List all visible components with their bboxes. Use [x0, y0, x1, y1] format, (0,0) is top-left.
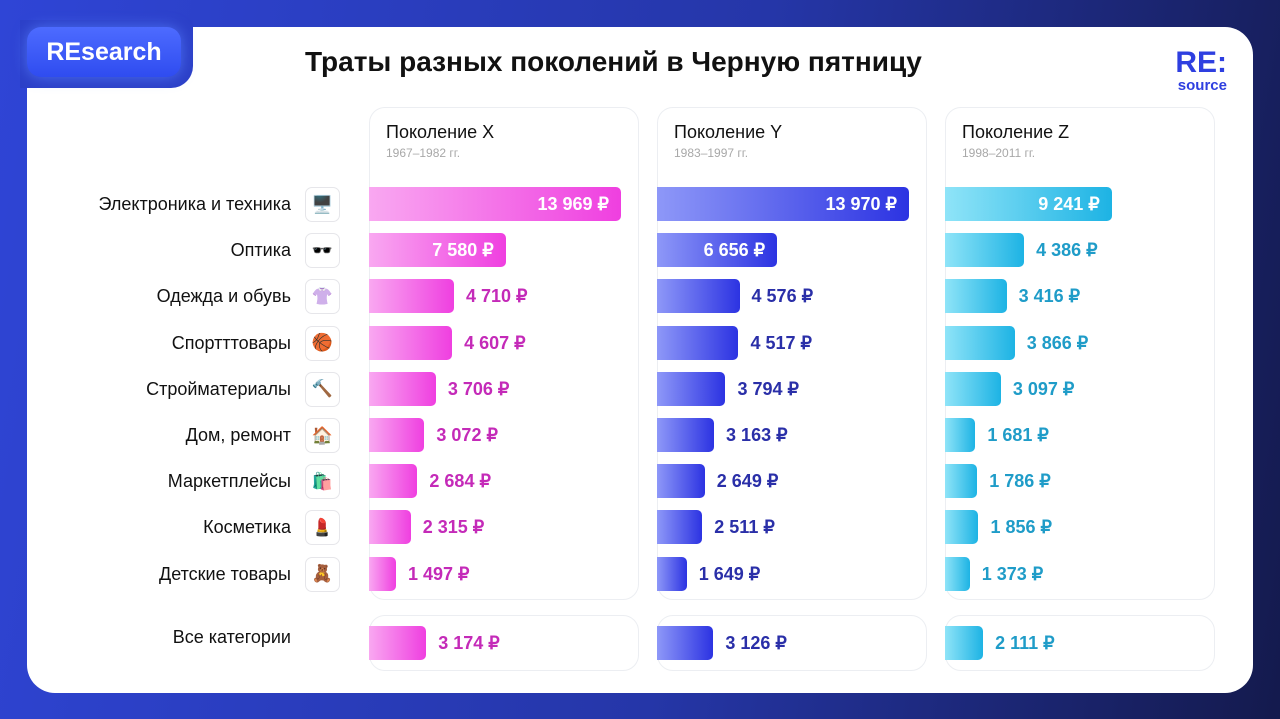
glasses-icon: 🕶️: [305, 233, 340, 269]
generation-name: Поколение Y: [674, 122, 783, 142]
panel-header: Поколение Z 1998–2011 гг.: [962, 122, 1069, 160]
bar-X-4-label: 3 706 ₽: [447, 378, 510, 399]
bar-Y-5-label: 3 163 ₽: [726, 425, 788, 445]
bar-Z-6: [945, 464, 978, 499]
bar-Z-1: [945, 233, 1025, 268]
bar-Y-4: [657, 371, 726, 406]
bar-X-2: [369, 279, 454, 314]
bar-X-0: [369, 187, 621, 221]
bar-Z-6-label: 1 786 ₽: [989, 471, 1051, 492]
blouse-icon: 👚: [305, 279, 340, 315]
bar-Z-3-label: 3 866 ₽: [1026, 332, 1089, 353]
bar-Z-8: [945, 556, 970, 591]
category-label: Дом, ремонт: [185, 425, 291, 445]
generation-name: Поколение X: [386, 122, 495, 142]
panel-header: Поколение Y 1983–1997 гг.: [674, 122, 782, 160]
bar-Y-1-label: 6 656 ₽: [703, 240, 766, 261]
total-bar-Z: [945, 626, 984, 660]
bar-Z-0-label: 9 241 ₽: [1038, 194, 1100, 214]
bar-X-0-label: 13 969 ₽: [537, 194, 609, 214]
resource-brand-logo: RE: source: [1175, 46, 1227, 94]
bar-Z-4-label: 3 097 ₽: [1012, 378, 1075, 399]
bar-X-8: [369, 556, 396, 591]
category-label: Оптика: [230, 240, 291, 261]
bar-Y-2: [657, 279, 740, 314]
total-bar-X-label: 3 174 ₽: [438, 633, 500, 653]
bar-Y-6-label: 2 649 ₽: [716, 471, 779, 492]
bar-Y-7: [657, 510, 703, 545]
bar-X-1-label: 7 580 ₽: [432, 240, 494, 261]
bar-X-6-label: 2 684 ₽: [429, 471, 491, 492]
category-label: Электроника и техника: [98, 194, 291, 214]
brand-big: RE:: [1175, 46, 1227, 79]
bar-Y-8-label: 1 649 ₽: [698, 563, 761, 584]
generation-years: 1967–1982 гг.: [386, 146, 461, 160]
total-bar-Y: [657, 626, 714, 660]
category-label: Спортттовары: [171, 332, 291, 353]
category-label: Стройматериалы: [146, 378, 291, 399]
bar-Y-4-label: 3 794 ₽: [737, 378, 799, 399]
bar-Z-0: [945, 187, 1112, 221]
category-label: Косметика: [203, 517, 291, 538]
bar-Y-0: [657, 187, 909, 221]
bar-X-5: [369, 418, 425, 452]
bar-Y-7-label: 2 511 ₽: [714, 517, 775, 538]
total-bar-Y-label: 3 126 ₽: [725, 633, 787, 653]
panel-header: Поколение X 1967–1982 гг.: [386, 122, 494, 160]
desktop-computer-icon: 🖥️: [305, 187, 340, 222]
bar-Y-2-label: 4 576 ₽: [751, 286, 814, 307]
bar-Z-2: [945, 279, 1007, 314]
total-category-label: Все категории: [172, 627, 291, 647]
total-bar-Z-label: 2 111 ₽: [995, 633, 1055, 653]
bar-X-7-label: 2 315 ₽: [422, 517, 485, 538]
bar-X-6: [369, 464, 418, 499]
generation-years: 1983–1997 гг.: [674, 146, 749, 160]
bar-Y-3: [657, 325, 739, 360]
bar-Z-5: [945, 418, 976, 452]
bar-Z-1-label: 4 386 ₽: [1036, 240, 1098, 261]
category-label: Маркетплейсы: [167, 471, 291, 492]
bar-Y-3-label: 4 517 ₽: [750, 332, 812, 353]
bar-Y-8: [657, 556, 687, 591]
brand-small: source: [1177, 77, 1227, 94]
bar-Z-8-label: 1 373 ₽: [981, 563, 1044, 584]
total-bar-X: [369, 626, 427, 660]
research-logo: REsearch: [27, 27, 181, 77]
basketball-icon: 🏀: [305, 325, 340, 361]
bar-Y-6: [657, 464, 705, 499]
hammer-icon: 🔨: [305, 371, 340, 407]
lipstick-icon: 💄: [305, 510, 340, 546]
category-label: Одежда и обувь: [156, 286, 291, 307]
bar-X-8-label: 1 497 ₽: [408, 563, 470, 584]
bar-X-4: [369, 371, 436, 406]
bar-Y-5: [657, 418, 715, 452]
total-panel-gen-Z: [945, 615, 1215, 671]
bar-Z-5-label: 1 681 ₽: [987, 425, 1049, 445]
bar-X-1: [369, 233, 506, 268]
category-label: Детские товары: [159, 563, 291, 584]
shopping-bags-icon: 🛍️: [305, 464, 340, 500]
generation-years: 1998–2011 гг.: [962, 146, 1036, 160]
house-icon: 🏠: [305, 418, 340, 453]
bar-X-2-label: 4 710 ₽: [465, 286, 528, 307]
bar-Z-4: [945, 371, 1001, 406]
generation-name: Поколение Z: [962, 122, 1070, 142]
bar-X-3: [369, 325, 453, 360]
bar-Y-1: [657, 233, 778, 268]
bar-X-3-label: 4 607 ₽: [464, 332, 526, 353]
bar-Z-7: [945, 510, 979, 545]
bar-Z-7-label: 1 856 ₽: [990, 517, 1052, 538]
page-title: Траты разных поколений в Черную пятницу: [305, 46, 922, 77]
bar-X-7: [369, 510, 411, 545]
bar-X-5-label: 3 072 ₽: [436, 425, 498, 445]
bar-Y-0-label: 13 970 ₽: [825, 194, 897, 214]
bar-Z-3: [945, 325, 1015, 360]
bar-Z-2-label: 3 416 ₽: [1018, 286, 1081, 307]
teddy-bear-icon: 🧸: [305, 556, 340, 592]
